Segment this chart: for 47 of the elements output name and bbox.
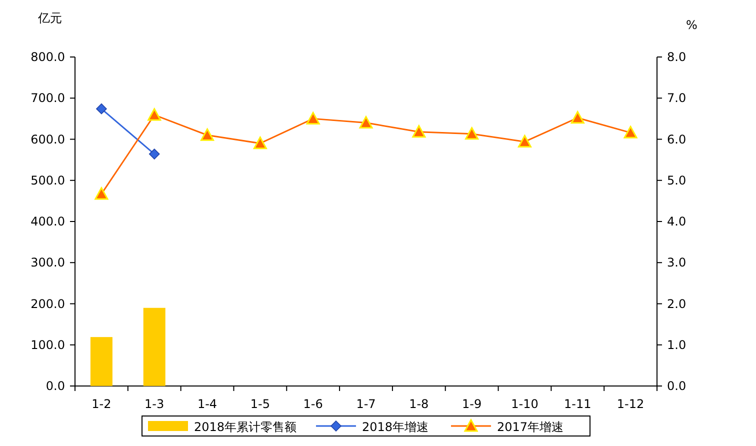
y-axis-title: 亿元 — [37, 11, 62, 25]
point — [96, 103, 107, 114]
y2-tick-label: 2.0 — [667, 296, 686, 311]
point — [518, 134, 532, 148]
x-tick-label: 1-2 — [92, 397, 112, 411]
point — [624, 126, 638, 138]
x-tick-label: 1-8 — [409, 397, 429, 411]
y-tick-label: 100.0 — [30, 338, 65, 352]
x-tick-label: 1-5 — [250, 397, 270, 411]
y2-tick-label: 5.0 — [667, 173, 686, 188]
point — [94, 187, 108, 200]
x-tick-label: 1-6 — [303, 397, 323, 411]
x-tick-label: 1-7 — [356, 397, 376, 411]
y2-tick-label: 3.0 — [667, 256, 686, 270]
y-tick-label: 200.0 — [30, 296, 65, 311]
y-tick-label: 800.0 — [30, 50, 65, 64]
y2-tick-label: 8.0 — [667, 50, 686, 64]
x-tick-label: 1-12 — [616, 397, 644, 411]
y-tick-label: 300.0 — [30, 256, 65, 270]
point — [148, 108, 162, 121]
y-tick-label: 500.0 — [30, 173, 65, 188]
x-tick-label: 1-10 — [511, 397, 538, 411]
y2-tick-label: 0.0 — [667, 379, 686, 393]
x-tick-label: 1-4 — [197, 397, 218, 411]
point — [465, 127, 479, 140]
point — [412, 125, 426, 138]
point — [253, 136, 267, 150]
y2-tick-label: 6.0 — [667, 132, 686, 146]
y-tick-label: 400.0 — [30, 214, 65, 228]
legend-label: 2018年累计零售额 — [194, 420, 297, 434]
point — [148, 148, 160, 160]
x-tick-label: 1-3 — [144, 397, 164, 411]
point — [306, 112, 320, 124]
y2-tick-label: 1.0 — [667, 338, 686, 352]
y2-tick-label: 7.0 — [667, 91, 686, 106]
x-tick-label: 1-11 — [564, 397, 592, 411]
y-tick-label: 0.0 — [46, 379, 65, 393]
point — [359, 116, 373, 129]
y-tick-label: 600.0 — [30, 132, 65, 146]
y-tick-label: 700.0 — [30, 91, 65, 106]
x-tick-label: 1-9 — [462, 397, 482, 411]
point — [570, 111, 584, 124]
point — [200, 128, 214, 141]
legend-label: 2017年增速 — [497, 420, 564, 434]
legend-label: 2018年增速 — [362, 420, 429, 434]
y2-tick-label: 4.0 — [667, 214, 686, 228]
y2-axis-title: % — [686, 18, 698, 32]
